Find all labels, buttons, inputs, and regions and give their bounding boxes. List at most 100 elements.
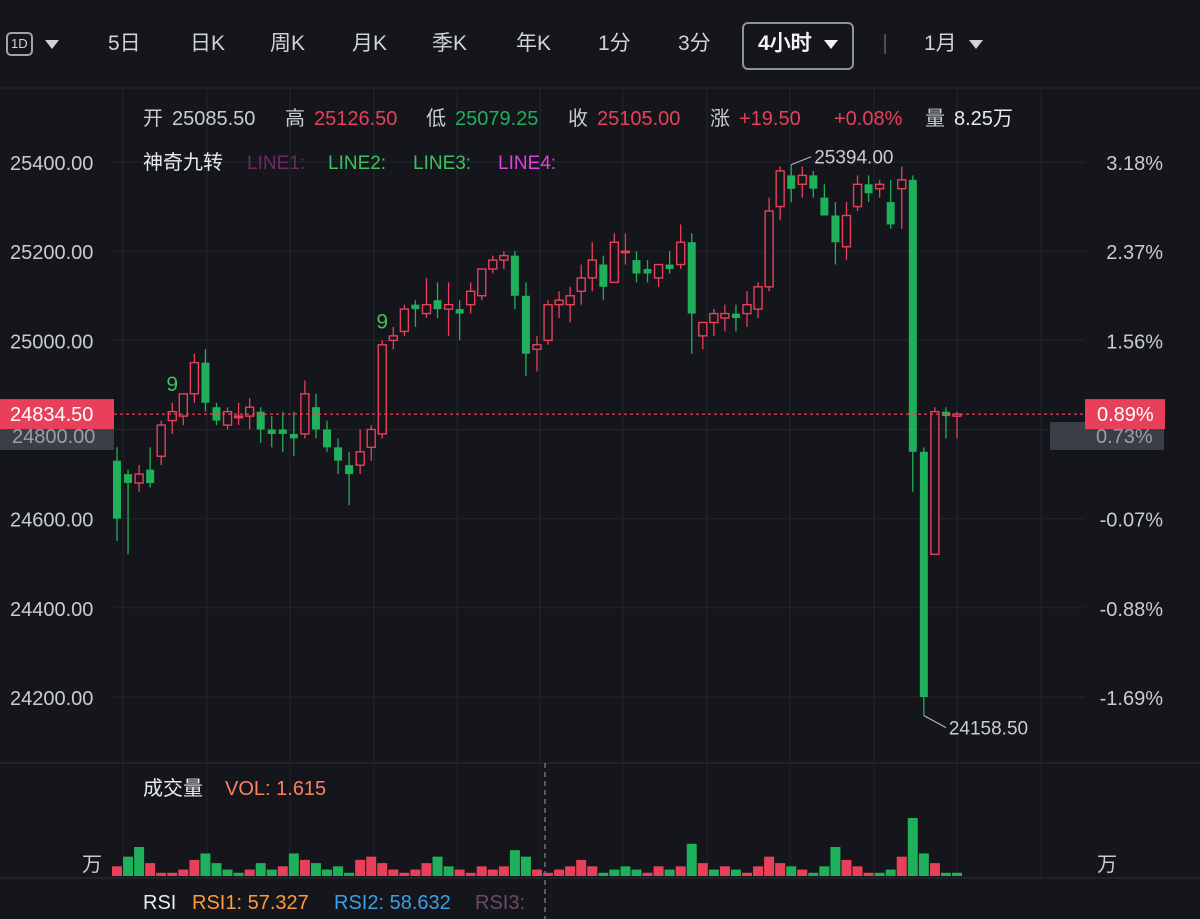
- volume-bar: [310, 863, 321, 876]
- candle-body: [653, 263, 664, 279]
- vol-value: VOL: 1.615: [225, 778, 326, 800]
- volume-bar: [653, 866, 664, 876]
- candle-body: [554, 299, 564, 306]
- td-nine-marker: 9: [376, 310, 388, 333]
- volume-bar: [366, 856, 377, 876]
- volume-label: 量: [925, 108, 945, 130]
- toolbar-divider: [884, 34, 886, 54]
- volume-bar: [952, 872, 962, 876]
- volume-bar: [675, 866, 686, 876]
- candle-body: [753, 286, 763, 310]
- open-label: 开: [143, 108, 163, 130]
- candle-body: [532, 344, 542, 350]
- tab-5day[interactable]: 5日: [108, 32, 141, 55]
- volume-bar: [642, 872, 653, 876]
- volume-bar: [520, 856, 531, 876]
- candle-body: [189, 361, 200, 395]
- tab-3min[interactable]: 3分: [678, 32, 711, 55]
- tab-4hour-label: 4小时: [758, 32, 812, 55]
- candle-body: [146, 469, 155, 483]
- candle-body: [433, 300, 442, 310]
- y-tick-percent: -0.07%: [1100, 510, 1164, 532]
- volume-bar: [255, 863, 266, 876]
- candle-body: [377, 344, 387, 435]
- volume-bar: [852, 866, 863, 876]
- candle-body: [323, 429, 331, 448]
- line4-label: LINE4:: [498, 153, 556, 174]
- candle-body: [311, 407, 320, 430]
- current-price-label-bg: [0, 399, 114, 430]
- change-value: +19.50: [739, 108, 801, 130]
- annotations-layer: 25394.00 24158.50 9 9: [166, 148, 1028, 740]
- y-tick-label: 24600.00: [10, 510, 93, 532]
- volume-panel-title: 成交量: [143, 777, 203, 800]
- indicator-legend: 神奇九转 LINE1: LINE2: LINE3: LINE4:: [143, 151, 556, 174]
- y-tick-percent: -0.88%: [1100, 599, 1164, 621]
- ohlc-info-bar: 开 25085.50 高 25126.50 低 25079.25 收 25105…: [143, 107, 1013, 130]
- candle-body: [852, 183, 863, 208]
- volume-bar: [885, 869, 896, 876]
- tab-quarterly-k[interactable]: 季K: [432, 32, 468, 55]
- volume-bar: [178, 869, 189, 876]
- candle-body: [233, 415, 244, 419]
- volume-bar: [277, 866, 288, 876]
- change-percent: +0.08%: [834, 108, 903, 130]
- volume-bar: [874, 872, 885, 876]
- candle-body: [488, 259, 498, 270]
- rsi-panel: RSI RSI1: 57.327 RSI2: 58.632 RSI3:: [143, 892, 525, 914]
- line1-label: LINE1:: [247, 153, 305, 174]
- volume-bar: [200, 853, 211, 876]
- candle-body: [222, 410, 233, 426]
- volume-bar: [664, 869, 675, 876]
- volume-bar: [377, 863, 388, 876]
- current-percent-label-bg: [1085, 399, 1165, 430]
- volume-bar: [266, 869, 277, 876]
- volume-bar: [686, 843, 697, 876]
- volume-bar: [454, 869, 465, 876]
- candle-body: [687, 242, 696, 314]
- tab-monthly-k[interactable]: 月K: [352, 32, 388, 55]
- candle-body: [455, 309, 464, 314]
- candle-body: [289, 433, 298, 439]
- volume-bar: [896, 856, 907, 876]
- tab-yearly-k[interactable]: 年K: [516, 32, 552, 55]
- volume-bar: [730, 869, 741, 876]
- y-tick-label: 24400.00: [10, 599, 93, 621]
- y-tick-percent: 3.18%: [1106, 153, 1163, 175]
- volume-bar: [222, 869, 233, 876]
- interval-badge: 1D: [6, 32, 33, 57]
- interval-selector[interactable]: 1D: [6, 22, 59, 66]
- volume-bar: [907, 818, 918, 876]
- candle-body: [831, 215, 840, 243]
- period-selector[interactable]: 1月: [924, 22, 983, 66]
- candles-layer: [113, 164, 962, 716]
- rsi-title: RSI: [143, 892, 176, 914]
- candle-body: [698, 321, 708, 337]
- volume-bar: [233, 872, 244, 876]
- current-price-marker: 24800.00 0.73% 24834.50 0.89%: [0, 399, 1165, 450]
- tab-daily-k[interactable]: 日K: [190, 32, 226, 55]
- volume-bar: [753, 866, 764, 876]
- tab-weekly-k[interactable]: 周K: [270, 32, 306, 55]
- candle-body: [201, 362, 210, 403]
- open-value: 25085.50: [172, 108, 255, 130]
- candle-body: [632, 260, 641, 274]
- low-label: 低: [426, 107, 446, 130]
- volume-bar: [819, 866, 830, 876]
- chevron-down-icon: [823, 39, 838, 49]
- tab-4hour-active[interactable]: 4小时: [742, 22, 854, 70]
- volume-bar: [487, 869, 498, 876]
- candle-body: [345, 465, 354, 475]
- volume-bar: [322, 869, 332, 876]
- volume-bar: [764, 856, 775, 876]
- indicator-name: 神奇九转: [143, 151, 223, 174]
- volume-bar: [918, 853, 929, 876]
- close-value: 25105.00: [597, 108, 680, 130]
- candle-body: [941, 411, 950, 417]
- tab-1min[interactable]: 1分: [598, 32, 631, 55]
- volume-bar: [299, 859, 310, 876]
- volume-bar: [410, 869, 421, 876]
- candle-body: [809, 175, 818, 189]
- candle-body: [919, 451, 928, 697]
